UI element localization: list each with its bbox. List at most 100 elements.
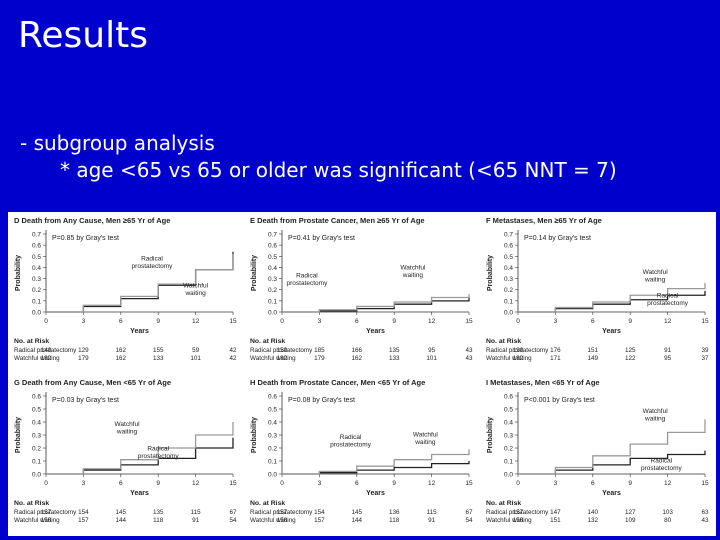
risk-value: 182 xyxy=(41,355,52,362)
y-tick-label: 0.1 xyxy=(268,459,277,466)
risk-value: 154 xyxy=(314,509,325,516)
y-axis-label: Probability xyxy=(251,417,258,453)
annotation-word: Watchful xyxy=(183,282,209,289)
annotation-word: Watchful xyxy=(400,265,426,272)
panel-title: F Metastases, Men ≥65 Yr of Age xyxy=(486,216,602,225)
risk-value: 118 xyxy=(153,517,164,524)
risk-value: 59 xyxy=(192,347,200,354)
risk-row-label: Watchful waiting xyxy=(486,517,532,524)
y-axis-label: Probability xyxy=(487,255,494,291)
risk-row-label: Radical prostatectomy xyxy=(486,509,549,516)
annotation-word: Radical xyxy=(651,457,673,464)
y-tick-label: 0.5 xyxy=(504,254,513,261)
risk-value: 115 xyxy=(191,509,202,516)
risk-value: 154 xyxy=(78,509,89,516)
risk-table-header: No. at Risk xyxy=(250,338,285,345)
series-annotation: Radical prostatectomy xyxy=(138,446,180,461)
risk-value: 54 xyxy=(465,517,473,524)
x-tick-label: 9 xyxy=(156,318,160,325)
risk-value: 155 xyxy=(153,347,164,354)
risk-value: 129 xyxy=(78,347,89,354)
risk-value: 166 xyxy=(352,347,363,354)
x-axis-label: Years xyxy=(366,490,385,497)
risk-value: 43 xyxy=(701,517,709,524)
annotation-word: prostatectomy xyxy=(647,300,689,307)
y-tick-label: 0.2 xyxy=(32,446,41,453)
y-tick-label: 0.2 xyxy=(504,446,513,453)
risk-value: 156 xyxy=(41,517,52,524)
risk-value: 80 xyxy=(664,517,672,524)
y-tick-label: 0.5 xyxy=(32,407,41,414)
x-tick-label: 6 xyxy=(355,480,359,487)
risk-row-label: Radical prostatectomy xyxy=(250,509,313,516)
y-tick-label: 0.6 xyxy=(32,243,41,250)
risk-value: 136 xyxy=(389,509,400,516)
risk-value: 176 xyxy=(550,347,561,354)
y-axis-label: Probability xyxy=(251,255,258,291)
p-value-label: P=0.08 by Gray's test xyxy=(288,397,355,404)
x-axis-label: Years xyxy=(130,490,149,497)
risk-value: 151 xyxy=(588,347,599,354)
risk-row-label: Watchful waiting xyxy=(250,517,296,524)
x-tick-label: 6 xyxy=(119,480,123,487)
x-axis-label: Years xyxy=(366,328,385,335)
y-tick-label: 0.1 xyxy=(32,298,41,305)
risk-value: 157 xyxy=(41,509,52,516)
annotation-word: prostatectomy xyxy=(138,453,180,460)
y-tick-label: 0.3 xyxy=(268,276,277,283)
risk-value: 157 xyxy=(277,509,288,516)
risk-value: 132 xyxy=(588,517,599,524)
y-tick-label: 0.2 xyxy=(268,446,277,453)
risk-value: 162 xyxy=(116,355,127,362)
x-tick-label: 6 xyxy=(355,318,359,325)
risk-table-header: No. at Risk xyxy=(486,500,521,507)
risk-row-label: Watchful waiting xyxy=(250,355,296,362)
y-tick-label: 0.6 xyxy=(504,243,513,250)
annotation-word: Radical xyxy=(657,293,679,300)
bullet-age-significance: * age <65 vs 65 or older was significant… xyxy=(60,158,617,182)
x-tick-label: 0 xyxy=(44,480,48,487)
panel-title: H Death from Prostate Cancer, Men <65 Yr… xyxy=(250,378,425,387)
y-tick-label: 0.4 xyxy=(268,420,277,427)
risk-value: 39 xyxy=(701,347,709,354)
y-tick-label: 0.3 xyxy=(504,433,513,440)
risk-value: 150 xyxy=(277,347,288,354)
panel-title: I Metastases, Men <65 Yr of Age xyxy=(486,378,600,387)
x-tick-label: 9 xyxy=(628,318,632,325)
x-tick-label: 0 xyxy=(516,480,520,487)
x-tick-label: 6 xyxy=(591,480,595,487)
figure-panels: D Death from Any Cause, Men ≥65 Yr of Ag… xyxy=(8,212,716,536)
risk-value: 171 xyxy=(550,355,561,362)
risk-value: 115 xyxy=(427,509,438,516)
risk-value: 101 xyxy=(190,355,201,362)
series-line xyxy=(518,419,706,475)
series-annotation: Radical prostatectomy xyxy=(132,256,174,271)
chart-panel-i: I Metastases, Men <65 Yr of Age 0.0 0.1 0.2… xyxy=(486,378,709,524)
risk-value: 156 xyxy=(513,517,524,524)
risk-value: 151 xyxy=(550,517,561,524)
series-annotation: Watchful waiting xyxy=(643,269,669,284)
y-tick-label: 0.0 xyxy=(504,472,513,479)
risk-value: 179 xyxy=(78,355,89,362)
x-tick-label: 15 xyxy=(229,318,237,325)
y-tick-label: 0.5 xyxy=(504,407,513,414)
risk-value: 162 xyxy=(116,347,127,354)
annotation-word: Watchful xyxy=(115,421,141,428)
y-tick-label: 0.1 xyxy=(268,298,277,305)
risk-value: 135 xyxy=(389,347,400,354)
risk-value: 157 xyxy=(314,517,325,524)
y-tick-label: 0.5 xyxy=(268,254,277,261)
x-tick-label: 12 xyxy=(428,318,436,325)
risk-value: 157 xyxy=(78,517,89,524)
risk-value: 133 xyxy=(389,355,400,362)
annotation-word: waiting xyxy=(644,277,666,284)
y-tick-label: 0.7 xyxy=(504,232,513,239)
series-line xyxy=(46,254,234,313)
slide-title: Results xyxy=(18,15,148,56)
x-tick-label: 3 xyxy=(82,480,86,487)
y-tick-label: 0.0 xyxy=(32,472,41,479)
series-line xyxy=(282,449,470,475)
x-axis-label: Years xyxy=(602,490,621,497)
annotation-word: prostatectomy xyxy=(132,263,174,270)
x-tick-label: 0 xyxy=(280,318,284,325)
